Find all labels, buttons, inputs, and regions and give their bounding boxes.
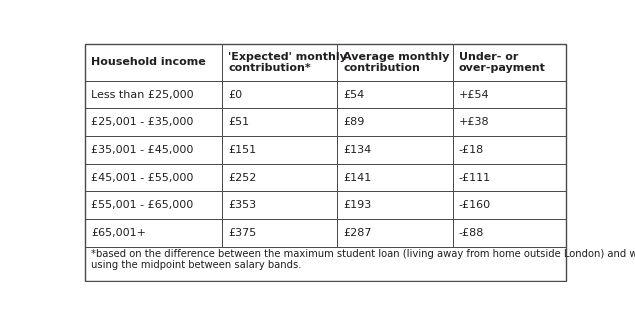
Text: £89: £89	[344, 117, 364, 127]
Bar	[337, 136, 453, 164]
Bar	[337, 44, 453, 81]
Text: £134: £134	[344, 145, 371, 155]
Text: £0: £0	[228, 90, 242, 100]
Text: +£54: +£54	[458, 90, 489, 100]
Bar	[453, 81, 566, 108]
Bar	[222, 108, 337, 136]
Text: contribution*: contribution*	[228, 62, 311, 73]
Bar	[337, 81, 453, 108]
Text: Household income: Household income	[91, 57, 206, 68]
Text: 'Expected' monthly: 'Expected' monthly	[228, 52, 347, 62]
Text: £51: £51	[228, 117, 249, 127]
Text: Average monthly: Average monthly	[344, 52, 450, 62]
Bar	[222, 44, 337, 81]
Bar	[453, 191, 566, 219]
Text: -£18: -£18	[458, 145, 484, 155]
Text: £54: £54	[344, 90, 364, 100]
Text: £141: £141	[344, 172, 371, 183]
Bar	[222, 164, 337, 191]
Text: £35,001 - £45,000: £35,001 - £45,000	[91, 145, 194, 155]
Text: £65,001+: £65,001+	[91, 228, 146, 238]
Text: *based on the difference between the maximum student loan (living away from home: *based on the difference between the max…	[91, 249, 635, 259]
Bar	[85, 108, 222, 136]
Text: -£88: -£88	[458, 228, 484, 238]
Text: £287: £287	[344, 228, 372, 238]
Text: -£160: -£160	[458, 200, 491, 210]
Text: £375: £375	[228, 228, 257, 238]
Bar	[337, 191, 453, 219]
Bar	[337, 219, 453, 247]
Text: £45,001 - £55,000: £45,001 - £55,000	[91, 172, 194, 183]
Text: +£38: +£38	[458, 117, 489, 127]
Bar	[453, 219, 566, 247]
Bar	[222, 136, 337, 164]
Bar	[453, 44, 566, 81]
Text: Less than £25,000: Less than £25,000	[91, 90, 194, 100]
Bar	[222, 191, 337, 219]
Bar	[453, 108, 566, 136]
Bar	[85, 164, 222, 191]
Bar	[85, 219, 222, 247]
Bar	[85, 81, 222, 108]
Bar	[337, 164, 453, 191]
Bar	[85, 247, 566, 281]
Bar	[337, 108, 453, 136]
Text: Under- or: Under- or	[458, 52, 518, 62]
Text: £151: £151	[228, 145, 256, 155]
Bar	[85, 44, 222, 81]
Bar	[85, 136, 222, 164]
Bar	[222, 81, 337, 108]
Text: -£111: -£111	[458, 172, 491, 183]
Bar	[453, 164, 566, 191]
Text: £193: £193	[344, 200, 371, 210]
Bar	[453, 136, 566, 164]
Text: £25,001 - £35,000: £25,001 - £35,000	[91, 117, 194, 127]
Text: £55,001 - £65,000: £55,001 - £65,000	[91, 200, 194, 210]
Text: £353: £353	[228, 200, 256, 210]
Text: contribution: contribution	[344, 62, 420, 73]
Text: over-payment: over-payment	[458, 62, 545, 73]
Text: £252: £252	[228, 172, 257, 183]
Text: using the midpoint between salary bands.: using the midpoint between salary bands.	[91, 260, 302, 270]
Bar	[222, 219, 337, 247]
Bar	[85, 191, 222, 219]
